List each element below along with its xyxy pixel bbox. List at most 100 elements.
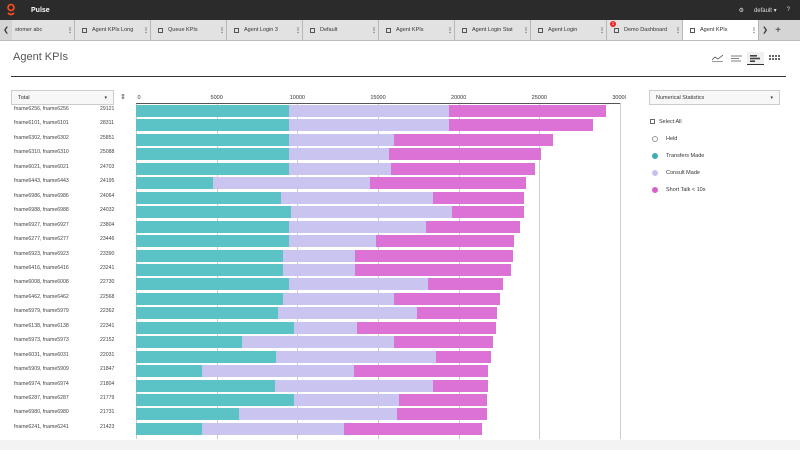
tab-8[interactable]: 1 Demo Dashboard ⋮ <box>607 20 683 40</box>
bar-segment-transfers-made[interactable] <box>136 206 291 219</box>
bar-segment-consult-made[interactable] <box>282 263 356 276</box>
bar-segment-transfers-made[interactable] <box>136 191 282 204</box>
bar-segment-transfers-made[interactable] <box>136 119 290 132</box>
tab-1[interactable]: Agent KPIs Long ⋮ <box>75 20 151 40</box>
bar-segment-consult-made[interactable] <box>282 292 395 305</box>
bar-segment-transfers-made[interactable] <box>136 177 214 190</box>
tab-0[interactable]: stomer abc ⋮ <box>12 20 75 40</box>
tab-menu-icon[interactable]: ⋮ <box>751 27 757 34</box>
bar-segment-consult-made[interactable] <box>289 278 428 291</box>
bar-segment-transfers-made[interactable] <box>136 278 290 291</box>
bar-segment-transfers-made[interactable] <box>136 408 240 421</box>
grid-view-icon[interactable] <box>766 52 783 65</box>
bar-segment-consult-made[interactable] <box>289 235 377 248</box>
tab-3[interactable]: Agent Login 3 ⋮ <box>227 20 303 40</box>
gear-icon[interactable]: ⚙ <box>738 7 744 14</box>
tab-menu-icon[interactable]: ⋮ <box>67 27 73 34</box>
stacked-bar-view-icon[interactable] <box>747 52 764 65</box>
stats-dropdown[interactable]: Numerical Statistics ▾ <box>649 90 780 105</box>
bar-segment-short-talk-10s[interactable] <box>394 336 494 349</box>
bar-segment-short-talk-10s[interactable] <box>355 263 511 276</box>
tab-menu-icon[interactable]: ⋮ <box>447 27 453 34</box>
tab-scroll-left-icon[interactable]: ❮ <box>3 27 9 34</box>
bar-segment-transfers-made[interactable] <box>136 336 243 349</box>
horizontal-scrollbar[interactable] <box>0 440 800 450</box>
bar-segment-consult-made[interactable] <box>289 148 390 161</box>
bar-segment-short-talk-10s[interactable] <box>394 292 501 305</box>
tab-menu-icon[interactable]: ⋮ <box>523 27 529 34</box>
bar-segment-transfers-made[interactable] <box>136 105 290 117</box>
bar-segment-consult-made[interactable] <box>289 162 391 175</box>
legend-item[interactable]: Held <box>650 130 706 147</box>
tab-7[interactable]: Agent Login ⋮ <box>531 20 607 40</box>
help-icon[interactable]: ? <box>786 7 790 13</box>
bar-segment-short-talk-10s[interactable] <box>448 105 606 117</box>
bar-segment-short-talk-10s[interactable] <box>369 177 527 190</box>
tab-menu-icon[interactable]: ⋮ <box>219 27 225 34</box>
bar-segment-short-talk-10s[interactable] <box>398 394 488 406</box>
bar-segment-short-talk-10s[interactable] <box>344 422 482 435</box>
bar-segment-transfers-made[interactable] <box>136 263 283 276</box>
tab-5[interactable]: Agent KPIs ⋮ <box>379 20 455 40</box>
bar-segment-short-talk-10s[interactable] <box>376 235 515 248</box>
bar-segment-short-talk-10s[interactable] <box>448 119 593 132</box>
bar-segment-short-talk-10s[interactable] <box>432 379 488 392</box>
tab-menu-icon[interactable]: ⋮ <box>143 27 149 34</box>
bar-segment-short-talk-10s[interactable] <box>389 148 541 161</box>
tab-4[interactable]: Default ⋮ <box>303 20 379 40</box>
bar-segment-transfers-made[interactable] <box>136 350 277 363</box>
tab-scroll-right-icon[interactable]: ❯ <box>762 27 768 34</box>
bar-segment-transfers-made[interactable] <box>136 307 278 320</box>
bar-segment-transfers-made[interactable] <box>136 365 203 378</box>
bar-segment-consult-made[interactable] <box>213 177 370 190</box>
bar-segment-short-talk-10s[interactable] <box>432 191 525 204</box>
bar-segment-consult-made[interactable] <box>281 191 433 204</box>
bar-segment-transfers-made[interactable] <box>136 394 295 406</box>
bar-segment-short-talk-10s[interactable] <box>416 307 497 320</box>
bar-segment-consult-made[interactable] <box>202 365 354 378</box>
bar-segment-consult-made[interactable] <box>289 119 449 132</box>
bar-segment-consult-made[interactable] <box>242 336 395 349</box>
user-menu[interactable]: default ▾ <box>753 7 777 14</box>
bar-segment-consult-made[interactable] <box>276 350 437 363</box>
tab-menu-icon[interactable]: ⋮ <box>371 27 377 34</box>
bar-segment-consult-made[interactable] <box>277 307 417 320</box>
bar-segment-short-talk-10s[interactable] <box>394 133 554 146</box>
bar-segment-transfers-made[interactable] <box>136 133 290 146</box>
add-tab-button[interactable]: + <box>775 24 781 36</box>
bar-segment-short-talk-10s[interactable] <box>452 206 524 219</box>
bar-segment-consult-made[interactable] <box>294 394 399 406</box>
bar-segment-transfers-made[interactable] <box>136 379 275 392</box>
sort-dropdown[interactable]: Total ▾ <box>11 90 114 105</box>
bar-segment-short-talk-10s[interactable] <box>390 162 535 175</box>
bar-segment-short-talk-10s[interactable] <box>428 278 503 291</box>
bar-segment-consult-made[interactable] <box>290 206 453 219</box>
tab-6[interactable]: Agent Login Stat ⋮ <box>455 20 531 40</box>
tab-2[interactable]: Queue KPIs ⋮ <box>151 20 227 40</box>
bar-segment-transfers-made[interactable] <box>136 292 283 305</box>
bar-segment-consult-made[interactable] <box>202 422 345 435</box>
bar-segment-consult-made[interactable] <box>282 249 356 262</box>
bar-segment-consult-made[interactable] <box>294 321 357 334</box>
bar-segment-transfers-made[interactable] <box>136 148 290 161</box>
bar-segment-transfers-made[interactable] <box>136 235 290 248</box>
tab-9[interactable]: Agent KPIs ⋮ <box>683 20 759 40</box>
bar-segment-short-talk-10s[interactable] <box>397 408 487 421</box>
sort-order-icon[interactable]: ⇕ <box>120 94 126 101</box>
tab-menu-icon[interactable]: ⋮ <box>599 27 605 34</box>
bar-segment-short-talk-10s[interactable] <box>355 249 514 262</box>
legend-item[interactable]: Consult Made <box>650 164 706 181</box>
bar-segment-short-talk-10s[interactable] <box>357 321 497 334</box>
tab-menu-icon[interactable]: ⋮ <box>675 27 681 34</box>
select-all-checkbox[interactable]: Select All <box>650 113 706 130</box>
bar-segment-transfers-made[interactable] <box>136 321 295 334</box>
bar-segment-consult-made[interactable] <box>289 133 395 146</box>
bar-segment-consult-made[interactable] <box>289 220 427 233</box>
bar-segment-short-talk-10s[interactable] <box>353 365 489 378</box>
bar-segment-short-talk-10s[interactable] <box>426 220 521 233</box>
tab-menu-icon[interactable]: ⋮ <box>295 27 301 34</box>
line-view-icon[interactable] <box>709 52 726 65</box>
bar-segment-transfers-made[interactable] <box>136 249 283 262</box>
bar-segment-consult-made[interactable] <box>289 105 449 117</box>
bar-segment-transfers-made[interactable] <box>136 162 290 175</box>
